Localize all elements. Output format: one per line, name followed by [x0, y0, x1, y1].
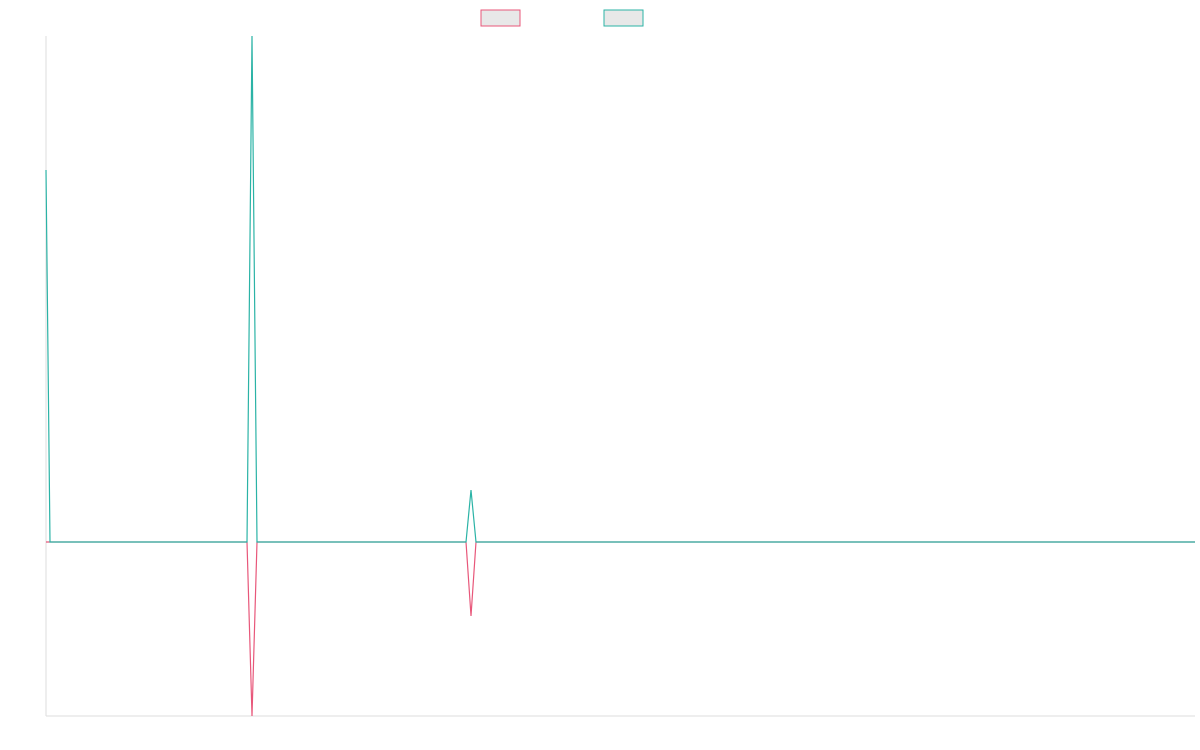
legend-swatch[interactable]	[603, 9, 644, 27]
legend-swatch[interactable]	[480, 9, 521, 27]
series-line	[45, 35, 1195, 543]
series-line	[46, 541, 1195, 717]
